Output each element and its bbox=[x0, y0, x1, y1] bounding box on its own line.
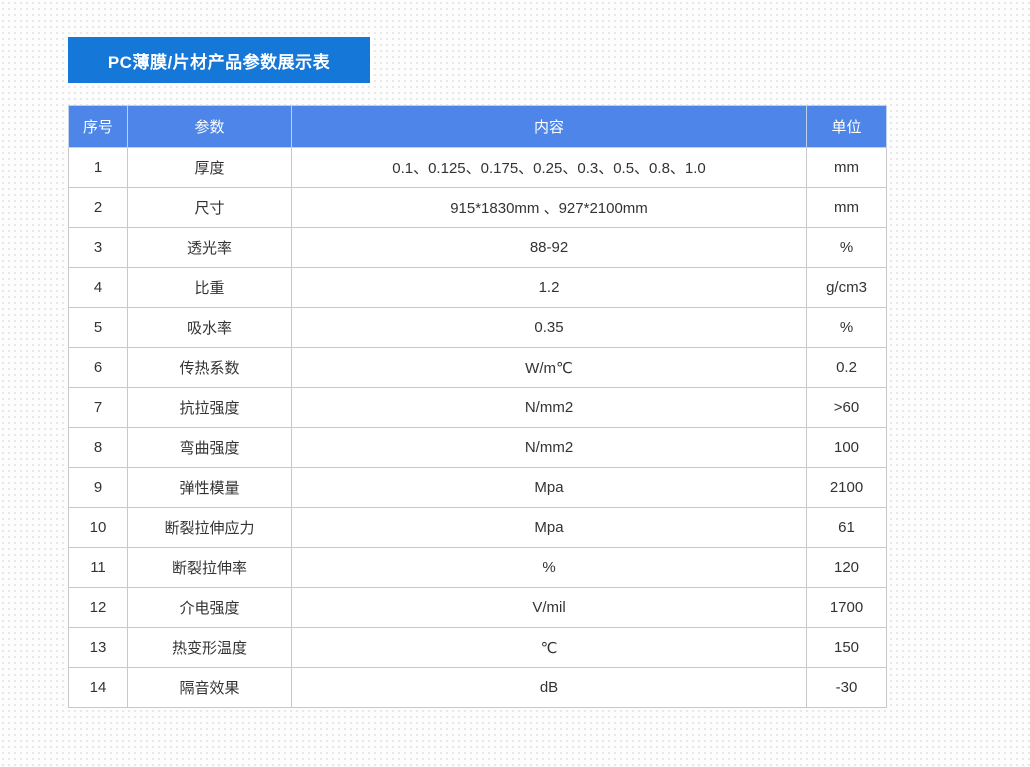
cell-no: 13 bbox=[68, 627, 128, 668]
cell-no: 4 bbox=[68, 267, 128, 308]
cell-parameter: 介电强度 bbox=[127, 587, 292, 628]
cell-parameter: 传热系数 bbox=[127, 347, 292, 388]
cell-parameter: 弯曲强度 bbox=[127, 427, 292, 468]
cell-unit: 150 bbox=[806, 627, 887, 668]
cell-unit: mm bbox=[806, 147, 887, 188]
table-row: 2 尺寸 915*1830mm 、927*2100mm mm bbox=[68, 187, 887, 228]
cell-unit: % bbox=[806, 227, 887, 268]
page-title: PC薄膜/片材产品参数展示表 bbox=[68, 37, 370, 83]
cell-content: % bbox=[291, 547, 807, 588]
table-row: 7 抗拉强度 N/mm2 >60 bbox=[68, 387, 887, 428]
header-content: 内容 bbox=[291, 105, 807, 148]
cell-unit: 61 bbox=[806, 507, 887, 548]
cell-content: 1.2 bbox=[291, 267, 807, 308]
table-row: 1 厚度 0.1、0.125、0.175、0.25、0.3、0.5、0.8、1.… bbox=[68, 147, 887, 188]
cell-content: Mpa bbox=[291, 507, 807, 548]
table-row: 4 比重 1.2 g/cm3 bbox=[68, 267, 887, 308]
cell-parameter: 尺寸 bbox=[127, 187, 292, 228]
cell-no: 6 bbox=[68, 347, 128, 388]
header-unit: 单位 bbox=[806, 105, 887, 148]
cell-content: N/mm2 bbox=[291, 427, 807, 468]
cell-no: 7 bbox=[68, 387, 128, 428]
cell-parameter: 隔音效果 bbox=[127, 667, 292, 708]
cell-content: 0.35 bbox=[291, 307, 807, 348]
table-row: 8 弯曲强度 N/mm2 100 bbox=[68, 427, 887, 468]
cell-parameter: 比重 bbox=[127, 267, 292, 308]
cell-no: 14 bbox=[68, 667, 128, 708]
cell-no: 11 bbox=[68, 547, 128, 588]
table-header-row: 序号 参数 内容 单位 bbox=[68, 105, 887, 148]
parameter-table: 序号 参数 内容 单位 1 厚度 0.1、0.125、0.175、0.25、0.… bbox=[68, 105, 887, 708]
cell-parameter: 弹性模量 bbox=[127, 467, 292, 508]
cell-no: 2 bbox=[68, 187, 128, 228]
cell-parameter: 抗拉强度 bbox=[127, 387, 292, 428]
cell-parameter: 吸水率 bbox=[127, 307, 292, 348]
cell-content: ℃ bbox=[291, 627, 807, 668]
table-row: 5 吸水率 0.35 % bbox=[68, 307, 887, 348]
cell-unit: 120 bbox=[806, 547, 887, 588]
cell-content: N/mm2 bbox=[291, 387, 807, 428]
cell-content: Mpa bbox=[291, 467, 807, 508]
cell-parameter: 热变形温度 bbox=[127, 627, 292, 668]
table-row: 13 热变形温度 ℃ 150 bbox=[68, 627, 887, 668]
table-row: 14 隔音效果 dB -30 bbox=[68, 667, 887, 708]
cell-unit: mm bbox=[806, 187, 887, 228]
table-row: 11 断裂拉伸率 % 120 bbox=[68, 547, 887, 588]
cell-no: 9 bbox=[68, 467, 128, 508]
cell-unit: -30 bbox=[806, 667, 887, 708]
cell-unit: 100 bbox=[806, 427, 887, 468]
cell-no: 1 bbox=[68, 147, 128, 188]
cell-unit: g/cm3 bbox=[806, 267, 887, 308]
header-no: 序号 bbox=[68, 105, 128, 148]
cell-content: W/m℃ bbox=[291, 347, 807, 388]
table-row: 9 弹性模量 Mpa 2100 bbox=[68, 467, 887, 508]
cell-content: 88-92 bbox=[291, 227, 807, 268]
cell-parameter: 断裂拉伸率 bbox=[127, 547, 292, 588]
cell-parameter: 透光率 bbox=[127, 227, 292, 268]
cell-no: 3 bbox=[68, 227, 128, 268]
cell-parameter: 厚度 bbox=[127, 147, 292, 188]
cell-no: 5 bbox=[68, 307, 128, 348]
cell-no: 8 bbox=[68, 427, 128, 468]
cell-content: 915*1830mm 、927*2100mm bbox=[291, 187, 807, 228]
cell-content: 0.1、0.125、0.175、0.25、0.3、0.5、0.8、1.0 bbox=[291, 147, 807, 188]
table-row: 6 传热系数 W/m℃ 0.2 bbox=[68, 347, 887, 388]
header-parameter: 参数 bbox=[127, 105, 292, 148]
cell-unit: 0.2 bbox=[806, 347, 887, 388]
cell-no: 10 bbox=[68, 507, 128, 548]
cell-parameter: 断裂拉伸应力 bbox=[127, 507, 292, 548]
table-row: 10 断裂拉伸应力 Mpa 61 bbox=[68, 507, 887, 548]
cell-unit: 1700 bbox=[806, 587, 887, 628]
cell-unit: % bbox=[806, 307, 887, 348]
table-row: 12 介电强度 V/mil 1700 bbox=[68, 587, 887, 628]
cell-no: 12 bbox=[68, 587, 128, 628]
cell-unit: >60 bbox=[806, 387, 887, 428]
cell-content: dB bbox=[291, 667, 807, 708]
table-row: 3 透光率 88-92 % bbox=[68, 227, 887, 268]
cell-unit: 2100 bbox=[806, 467, 887, 508]
cell-content: V/mil bbox=[291, 587, 807, 628]
